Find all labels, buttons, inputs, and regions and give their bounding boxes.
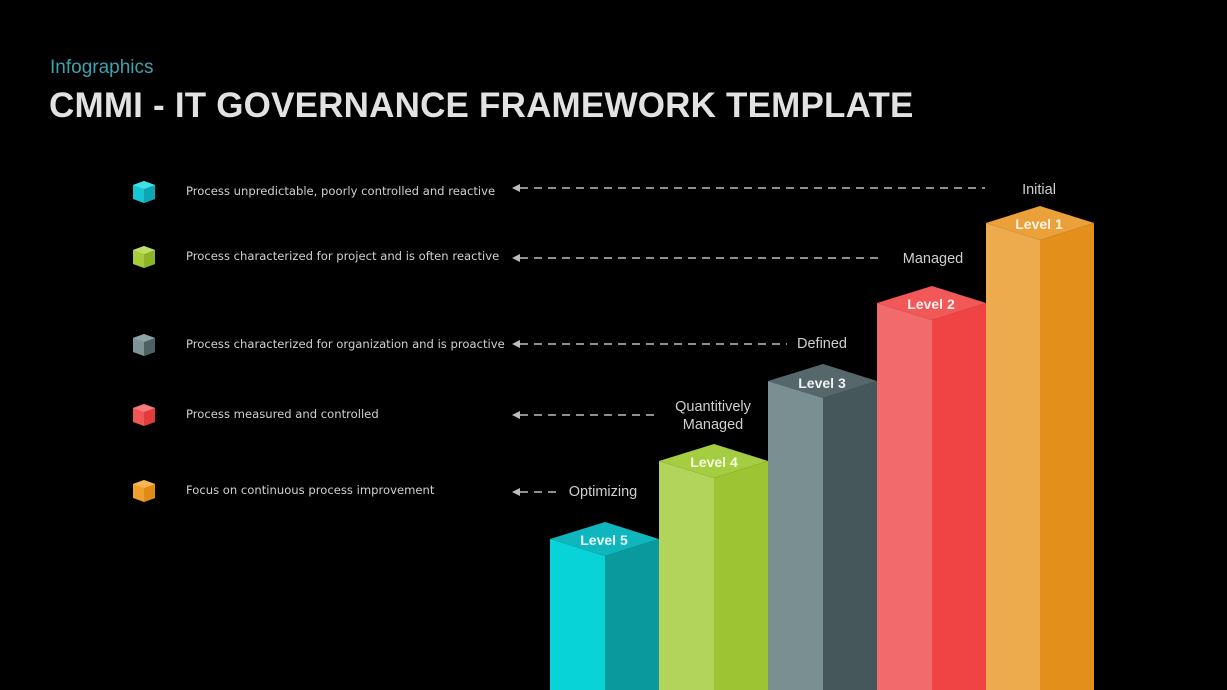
bar-level-5: Level 5 (550, 522, 659, 690)
cube-icon (133, 404, 155, 426)
arrowhead-icon (512, 184, 520, 192)
cube-icon (133, 334, 155, 356)
level-name: Managed (902, 251, 964, 267)
subtitle: Infographics (50, 57, 154, 78)
cube-icon (133, 480, 155, 502)
level-name: Initial (1022, 182, 1056, 198)
cube-icon (133, 181, 155, 203)
level-name-line: Managed (682, 417, 744, 433)
arrowhead-icon (512, 340, 520, 348)
cube-icon (133, 246, 155, 268)
level-name-line: Quantitively (675, 399, 751, 415)
bar-label: Level 1 (1015, 216, 1063, 232)
legend-description: Process characterized for project and is… (186, 249, 500, 263)
bar-label: Level 2 (907, 296, 955, 312)
page-title: CMMI - IT GOVERNANCE FRAMEWORK TEMPLATE (49, 86, 914, 125)
bar-level-3: Level 3 (768, 364, 877, 690)
bar-level-4: Level 4 (659, 444, 768, 690)
bar-label: Level 3 (798, 375, 846, 391)
bar-label: Level 4 (690, 454, 738, 470)
arrowhead-icon (512, 488, 520, 496)
bar-label: Level 5 (580, 532, 628, 548)
level-name: Defined (797, 336, 847, 352)
legend-description: Process unpredictable, poorly controlled… (186, 184, 496, 198)
legend-description: Focus on continuous process improvement (186, 483, 435, 497)
bar-level-1: Level 1 (986, 206, 1094, 690)
level-name: Optimizing (568, 484, 638, 500)
level-name: Quantitively Managed (666, 398, 760, 434)
arrowhead-icon (512, 411, 520, 419)
legend-description: Process measured and controlled (186, 407, 379, 421)
legend-description: Process characterized for organization a… (186, 337, 505, 351)
arrowhead-icon (512, 254, 520, 262)
bar-level-2: Level 2 (877, 286, 986, 690)
